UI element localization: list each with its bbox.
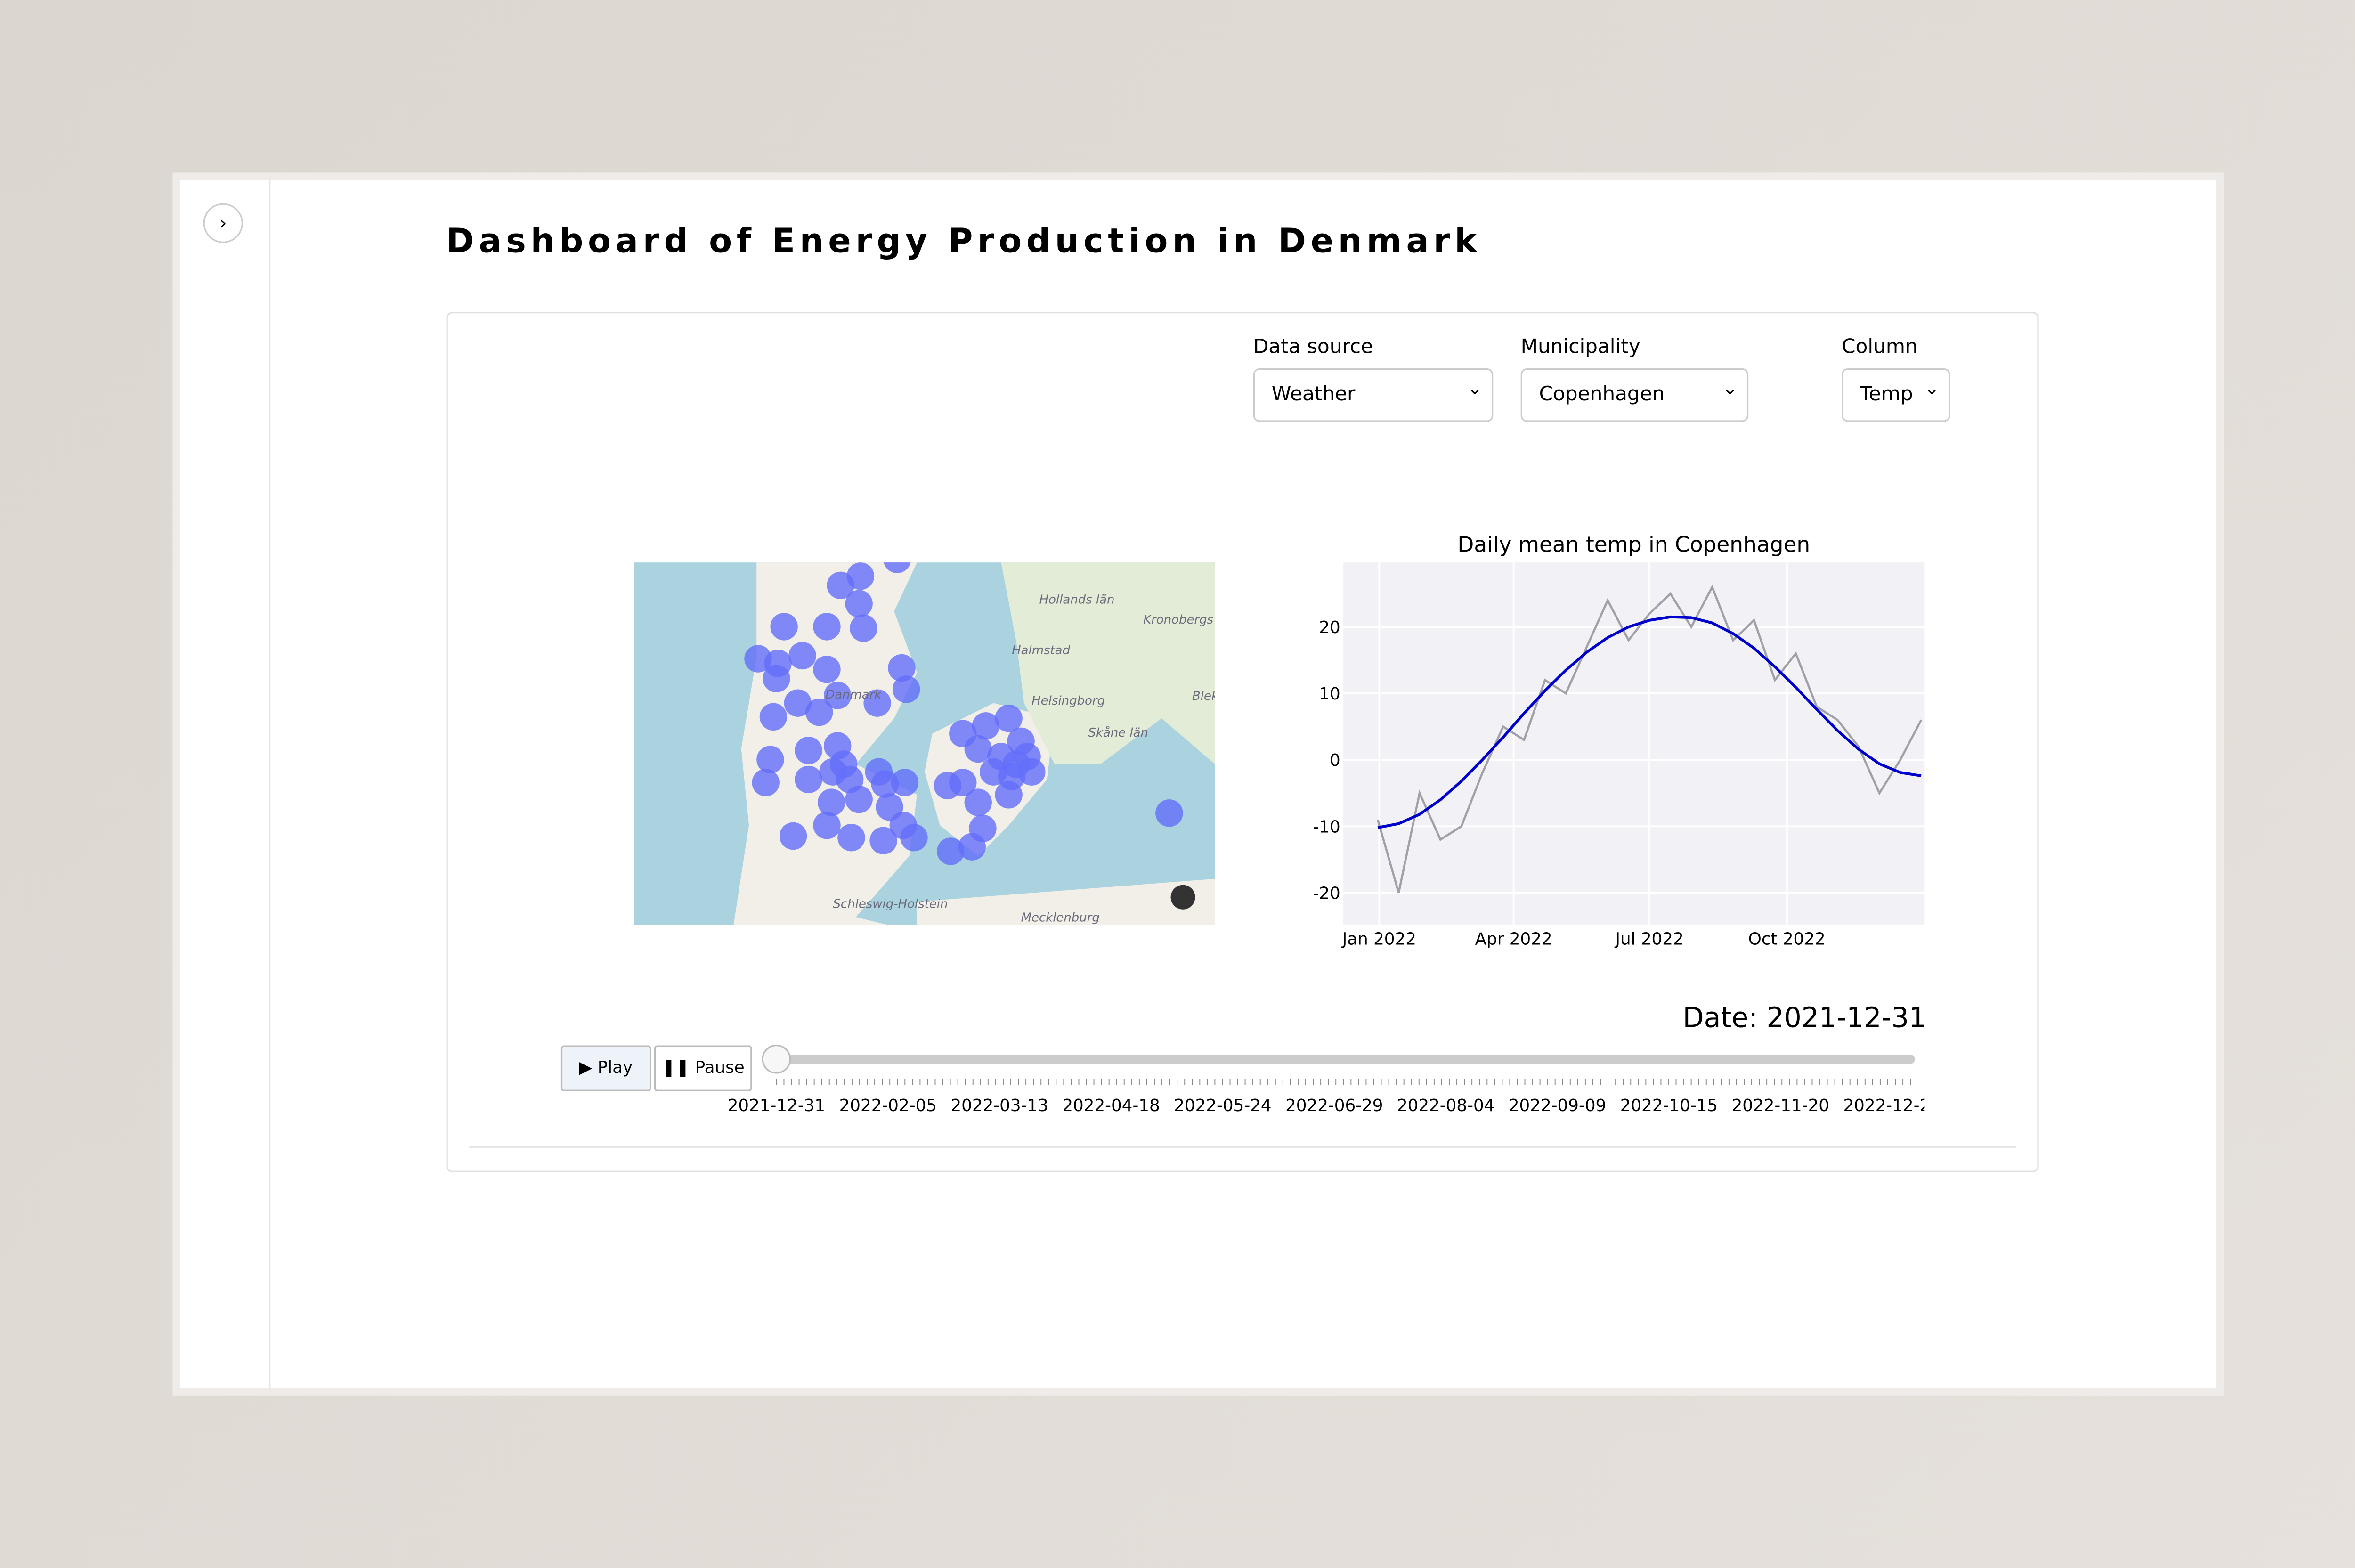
map-marker [845, 785, 873, 813]
slider-tick-label: 2022-03-13 [950, 1096, 1048, 1115]
map-label: Skåne län [1088, 725, 1148, 740]
map-label: Blekinge län [1192, 689, 1267, 703]
slider-tick-label: 2022-02-05 [839, 1096, 937, 1115]
map-label: Schleswig-Holstein [833, 897, 948, 911]
chart-title: Daily mean temp in Copenhagen [1457, 532, 1810, 557]
slider-tick-label: 2022-06-29 [1285, 1096, 1383, 1115]
map-marker [770, 613, 798, 641]
map[interactable]: Hollands län Kronobergs län Halmstad Helsin… [634, 545, 1267, 925]
slider-handle[interactable] [762, 1044, 791, 1074]
slider-tick-label: 2021-12-31 [728, 1096, 825, 1115]
divider [469, 1146, 2016, 1148]
map-marker [779, 822, 807, 850]
map-marker [813, 812, 841, 839]
plot-area [1343, 562, 1925, 925]
map-marker [972, 712, 1000, 740]
germany [917, 878, 1215, 925]
map-marker [893, 675, 920, 703]
slider-tick-label: 2022-11-20 [1732, 1096, 1829, 1115]
map-marker [884, 562, 911, 573]
map-marker [949, 769, 977, 796]
map-marker [863, 689, 891, 717]
dropdown-value: Copenhagen [1539, 383, 1665, 407]
button-label: Play [597, 1057, 633, 1078]
map-label: Kronobergs län [1143, 613, 1236, 627]
sidebar-toggle[interactable]: › [203, 203, 243, 243]
dropdown-value: Temp [1860, 383, 1913, 407]
map-marker [845, 590, 873, 617]
sweden [1001, 562, 1215, 764]
map-label: Danmark [825, 688, 882, 702]
dropdown[interactable]: Copenhagen [1520, 364, 1749, 422]
map-marker [763, 665, 790, 692]
map-marker [756, 746, 784, 773]
slider-tick-label: 2022-12-26 [1843, 1096, 1941, 1115]
map-label: Hollands län [1039, 593, 1115, 607]
map-marker [937, 837, 965, 865]
page-title: Dashboard of Energy Production in Denmar… [446, 223, 1482, 261]
y-tick-label: -20 [1313, 884, 1340, 903]
map-marker [964, 788, 992, 816]
map-marker [795, 765, 822, 794]
map-marker [900, 824, 928, 852]
map-marker [784, 689, 812, 717]
map-marker [1155, 799, 1183, 827]
y-tick-label: 10 [1319, 684, 1340, 704]
x-tick-label: Oct 2022 [1748, 929, 1826, 949]
card [446, 311, 2039, 1172]
map-marker [795, 737, 822, 764]
dropdown[interactable]: Temp [1842, 364, 1950, 422]
line-series [1376, 584, 1923, 894]
button-label: Pause [695, 1057, 745, 1078]
slider-tick-label: 2022-04-18 [1062, 1096, 1160, 1115]
map-marker [846, 562, 875, 590]
y-tick-label: 20 [1319, 618, 1340, 637]
slider-tick-label: 2022-10-15 [1620, 1096, 1718, 1115]
slider-tick-label: 2022-08-04 [1397, 1096, 1494, 1115]
slider-current: Date: 2021-12-31 [1682, 1002, 1926, 1035]
slider-tick-label: 2022-09-09 [1509, 1096, 1606, 1115]
dropdown-value: Weather [1271, 383, 1356, 407]
map-marker [1018, 758, 1046, 786]
y-tick-label: 0 [1330, 751, 1340, 770]
map-marker [818, 788, 845, 816]
dropdown[interactable]: Weather [1253, 364, 1494, 422]
info-icon[interactable] [1170, 885, 1195, 910]
map-marker [824, 682, 852, 709]
map-marker [813, 613, 841, 641]
line-series [1377, 615, 1922, 829]
map-marker [869, 827, 897, 854]
y-tick-label: -10 [1313, 817, 1340, 837]
map-label: Halmstad [1012, 643, 1070, 658]
map-marker [850, 614, 877, 642]
control-label: Municipality [1520, 336, 1640, 359]
map-marker [995, 704, 1023, 732]
map-marker [805, 698, 833, 726]
map-marker [752, 769, 780, 796]
map-label: Helsingborg [1031, 694, 1105, 708]
x-tick-label: Apr 2022 [1475, 929, 1552, 949]
map-marker [813, 656, 841, 683]
map-marker [871, 770, 899, 798]
map-marker [964, 735, 992, 763]
x-tick-label: Jul 2022 [1614, 929, 1683, 949]
map-marker [759, 703, 788, 731]
map-marker [837, 824, 865, 852]
x-tick-label: Jan 2022 [1341, 929, 1416, 949]
control-label: Data source [1253, 336, 1373, 359]
control-label: Column [1842, 336, 1918, 359]
slider-tick-label: 2022-05-24 [1174, 1096, 1271, 1115]
map-marker [958, 833, 986, 861]
sidebar [180, 180, 271, 1388]
map-label: Mecklenburg [1021, 911, 1100, 925]
map-marker [891, 769, 919, 796]
play-button[interactable]: ▶ Play [560, 1045, 651, 1091]
pause-button[interactable]: ❚❚ Pause [654, 1045, 752, 1091]
map-marker [888, 654, 916, 682]
map-marker [788, 642, 816, 670]
